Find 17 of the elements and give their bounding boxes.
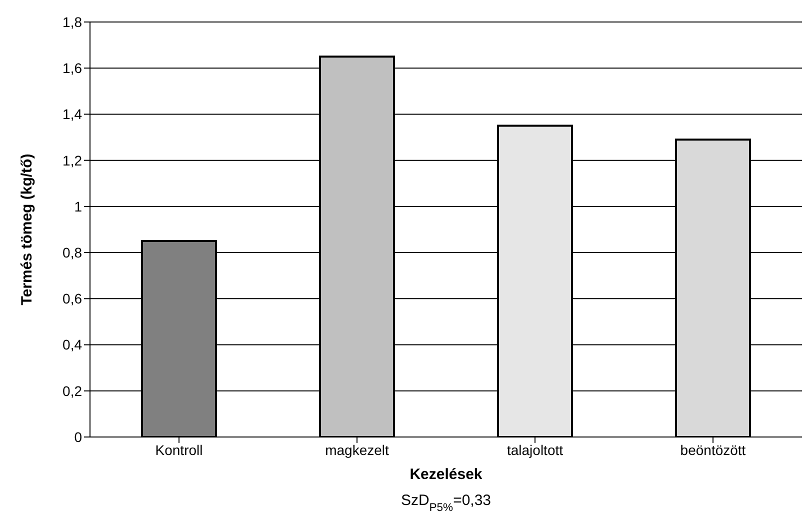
y-tick-label: 1,6 xyxy=(62,60,82,76)
x-tick-label: magkezelt xyxy=(325,442,390,458)
y-tick-label: 1,4 xyxy=(62,106,82,122)
x-axis-title: Kezelések xyxy=(410,466,483,483)
y-tick-label: 1,2 xyxy=(62,152,82,168)
x-tick-label: talajoltott xyxy=(506,442,564,458)
y-tick-label: 0,2 xyxy=(62,382,82,399)
y-tick-label: 0,6 xyxy=(62,290,82,307)
y-tick-label: 1,8 xyxy=(62,14,82,30)
y-tick-label: 0,4 xyxy=(62,336,82,353)
y-axis-title: Termés tömeg (kg/tő) xyxy=(18,154,36,306)
y-tick-label: 0 xyxy=(74,428,82,445)
x-tick-label: beöntözött xyxy=(680,442,746,458)
x-tick-label: Kontroll xyxy=(155,442,203,458)
y-tick-label: 0,8 xyxy=(62,244,82,261)
y-tick-label: 1 xyxy=(74,198,82,214)
text: SzD$_{P5%}$=0,33 xyxy=(400,492,492,514)
